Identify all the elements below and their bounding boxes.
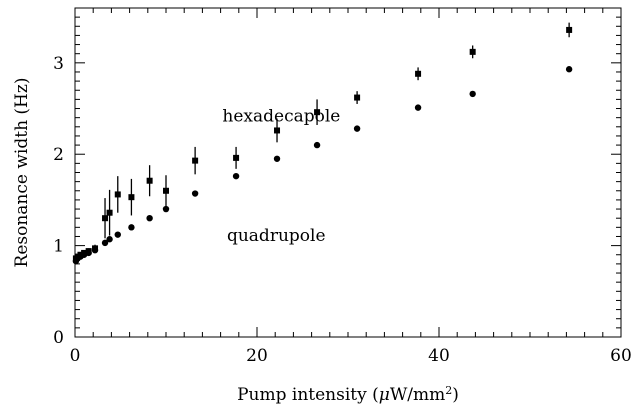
quadrupole-point	[106, 236, 113, 243]
plot-area	[74, 7, 622, 338]
axes: 0 20 40 60 0 1 2 3	[53, 7, 632, 366]
y-axis-title: Resonance width (Hz)	[12, 78, 32, 268]
plot-frame	[74, 7, 622, 338]
quadrupole-point	[162, 205, 170, 213]
quadrupole-point	[232, 172, 240, 180]
hexadecapole-point	[128, 194, 135, 201]
quadrupole-point	[91, 246, 99, 254]
y-tick-label: 3	[53, 54, 64, 74]
x-axis-title-mu: μ	[379, 385, 390, 405]
hexadecapole-point	[163, 187, 169, 194]
quadrupole-point	[414, 104, 422, 111]
hexadecapole-point	[146, 177, 153, 184]
quadrupole-point	[313, 141, 321, 149]
hexadecapole-point	[192, 157, 199, 164]
quadrupole-point	[273, 155, 281, 162]
hexadecapole-point	[106, 209, 113, 216]
quadrupole-point	[101, 239, 109, 247]
x-axis-title-unit: W/mm	[390, 385, 445, 405]
quadrupole-point	[565, 66, 573, 73]
quadrupole-point	[146, 214, 153, 222]
quadrupole-point	[128, 224, 135, 231]
x-tick-label: 20	[246, 346, 268, 366]
hexadecapole-point	[566, 26, 573, 33]
x-axis-title-sup: 2	[445, 384, 452, 397]
hexadecapole-point	[354, 94, 361, 101]
y-tick-label: 0	[53, 328, 64, 348]
y-tick-label: 1	[53, 237, 64, 257]
quadrupole-point	[469, 90, 476, 98]
data-marks	[72, 22, 573, 265]
hexadecapole-point	[233, 154, 240, 161]
hexadecapole-point	[274, 127, 281, 134]
hexadecapole-point	[102, 215, 109, 222]
x-axis-title-post: )	[452, 385, 459, 405]
hexadecapole-label: hexadecapole	[222, 106, 340, 126]
x-tick-label: 0	[70, 346, 81, 366]
hexadecapole-point	[114, 191, 121, 198]
hexadecapole-point	[314, 109, 321, 116]
quadrupole-point	[114, 231, 121, 238]
hexadecapole-point	[415, 70, 422, 77]
hexadecapole-point	[469, 48, 476, 55]
quadrupole-point	[353, 125, 361, 132]
quadrupole-point	[85, 249, 92, 257]
y-tick-label: 2	[53, 145, 64, 165]
x-tick-label: 40	[428, 346, 450, 366]
quadrupole-label: quadrupole	[227, 226, 326, 246]
quadrupole-point	[191, 190, 199, 197]
x-axis-title: Pump intensity (μW/mm2)	[237, 384, 459, 406]
x-tick-label: 60	[610, 346, 632, 366]
x-axis-title-pre: Pump intensity (	[237, 385, 379, 405]
